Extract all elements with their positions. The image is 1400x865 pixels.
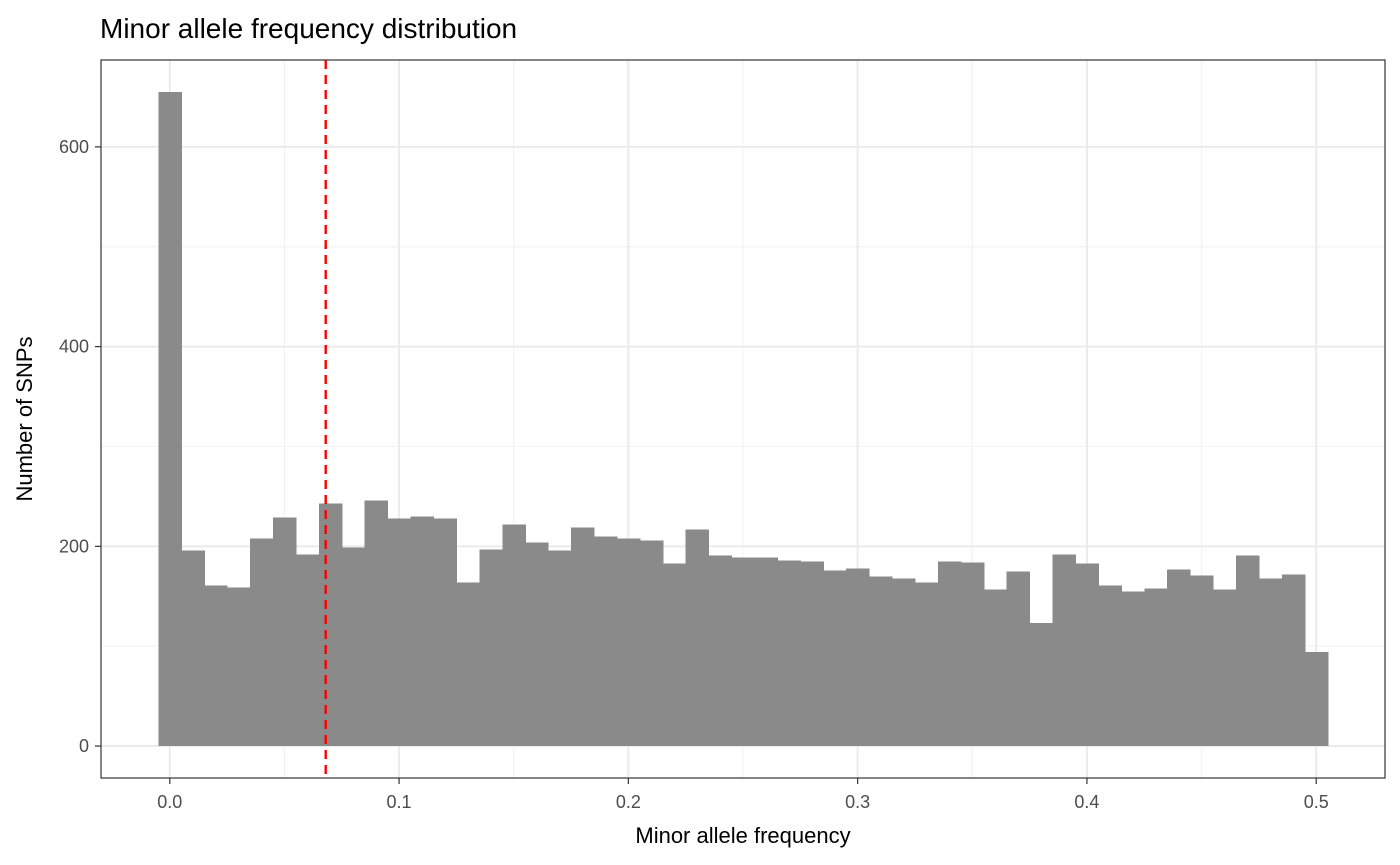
histogram-bar [410,516,435,747]
histogram-bar [892,578,916,747]
histogram-bar [593,536,618,747]
histogram-bar [869,576,893,747]
histogram-bar [960,562,985,747]
histogram-bar [571,527,595,747]
x-tick-label: 0.0 [157,792,182,812]
histogram-bar [800,561,824,747]
histogram-bar [914,582,939,747]
histogram-bar [525,542,549,747]
histogram-bar [1258,578,1283,747]
histogram-bar [1121,591,1145,747]
histogram-bar [937,561,962,747]
histogram-bar [754,557,778,747]
histogram-bar [204,585,228,747]
histogram-bar [341,547,366,747]
histogram-bar [387,518,412,747]
chart-title: Minor allele frequency distribution [100,13,517,44]
histogram-bar [295,554,320,747]
y-axis-title: Number of SNPs [12,336,37,501]
histogram-bar [639,540,664,747]
histogram-bars [158,91,1329,747]
x-axis-title: Minor allele frequency [635,823,850,848]
histogram-bar [1190,575,1214,747]
histogram-bar [479,549,503,747]
histogram-bar [272,517,297,747]
x-tick-label: 0.5 [1304,792,1329,812]
histogram-bar [1052,554,1077,747]
histogram-bar [1167,569,1191,747]
histogram-bar [1029,623,1054,747]
histogram-bar [433,518,457,747]
y-tick-label: 400 [59,337,89,357]
histogram-bar [1281,574,1306,747]
y-tick-label: 200 [59,536,89,556]
histogram-bar [731,557,756,747]
y-tick-label: 600 [59,137,89,157]
histogram-bar [1098,585,1122,747]
x-tick-label: 0.3 [845,792,870,812]
x-tick-label: 0.2 [616,792,641,812]
histogram-bar [502,524,526,747]
histogram-bar [1235,555,1260,747]
histogram-bar [181,550,205,747]
y-tick-label: 0 [79,736,89,756]
histogram-bar [1006,571,1031,747]
histogram-bar [983,589,1008,747]
histogram-bar [708,555,733,747]
histogram-bar [227,587,251,747]
histogram-bar [250,538,274,747]
histogram-bar [158,91,182,747]
histogram-bar [456,582,480,747]
histogram-bar [1304,652,1329,747]
histogram-bar [616,538,641,747]
histogram-bar [846,568,870,747]
histogram-bar [685,529,710,747]
axis-ticks: 0.0 0.1 0.2 0.3 0.4 0.5 0 200 400 600 [59,137,1329,812]
histogram-bar [1075,563,1099,747]
histogram-bar [1213,589,1237,747]
histogram-bar [364,500,389,747]
histogram-bar [662,563,687,747]
histogram-bar [777,560,801,747]
x-tick-label: 0.1 [387,792,412,812]
histogram-bar [318,503,343,747]
histogram-bar [1144,588,1168,747]
x-tick-label: 0.4 [1074,792,1099,812]
histogram-bar [548,550,572,747]
panel-border [100,59,1386,779]
histogram-bar [823,570,847,747]
